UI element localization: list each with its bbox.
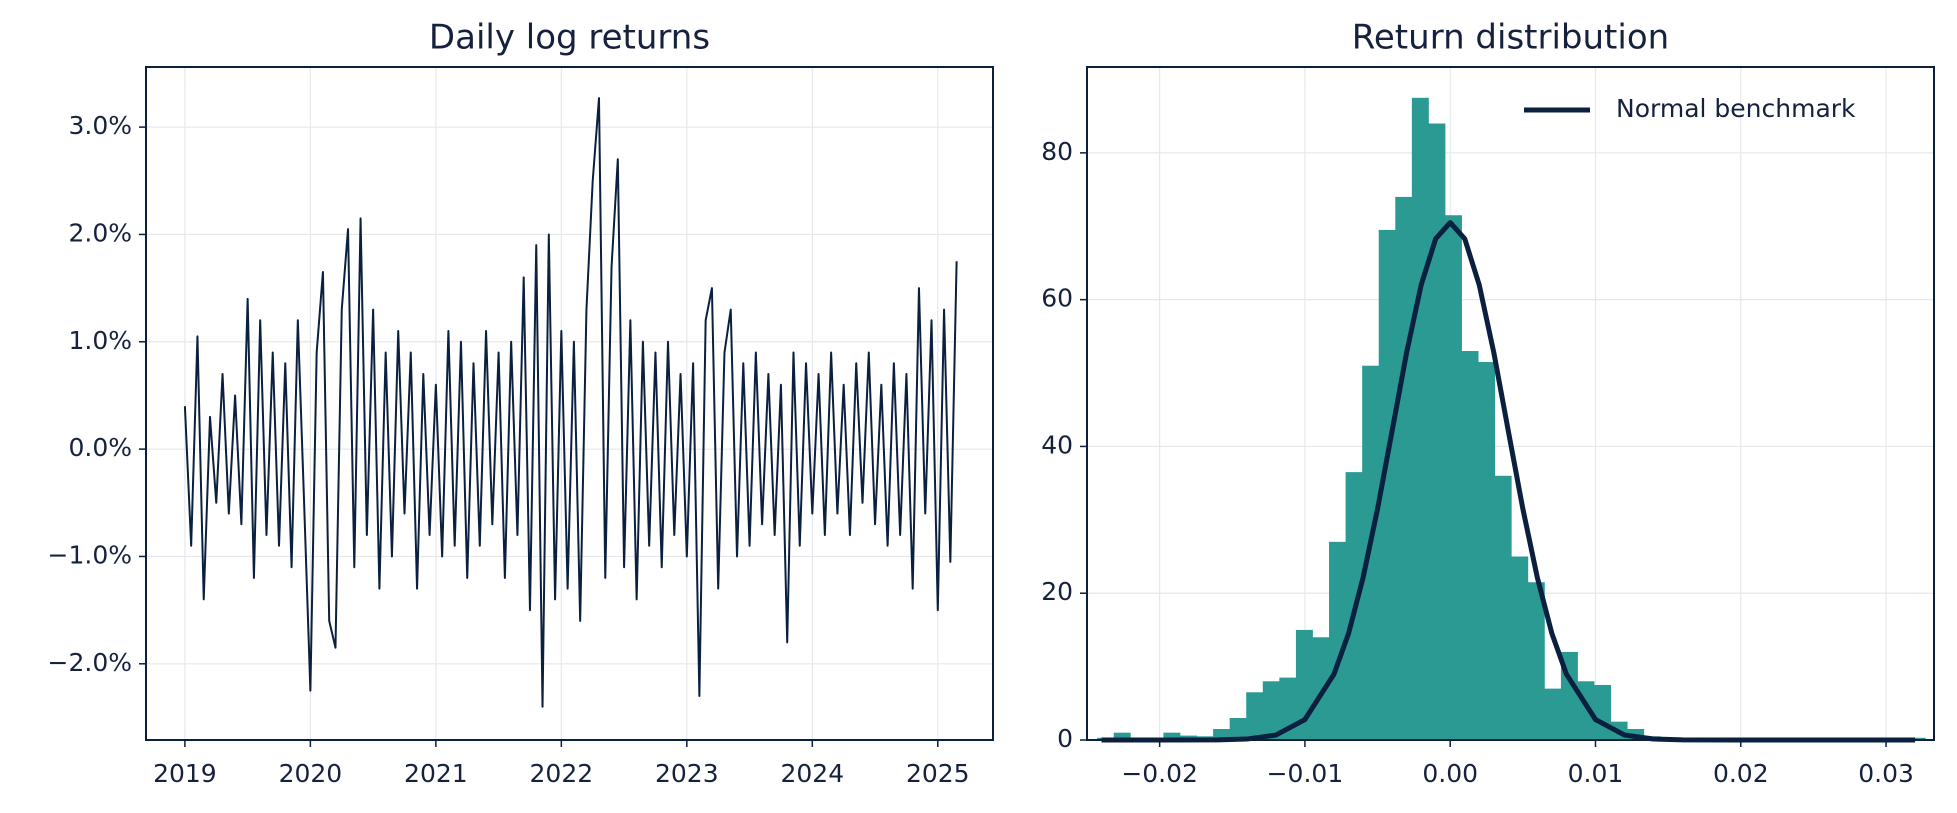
histogram-bar [1494, 475, 1512, 740]
y-tick-label: 0.0% [68, 433, 132, 462]
x-tick-label: −0.01 [1267, 759, 1344, 788]
plot-frame [1086, 66, 1935, 741]
y-tick-label: −2.0% [48, 648, 132, 677]
x-tick-label: 2020 [279, 759, 343, 788]
legend-label: Normal benchmark [1616, 94, 1856, 123]
y-tick-label: 2.0% [68, 218, 132, 247]
histogram-bar [1594, 684, 1611, 740]
histogram-bar [1262, 681, 1280, 740]
histogram-bar [1908, 737, 1926, 740]
y-tick-label: 20 [1041, 577, 1073, 606]
y-tick-label: 60 [1041, 284, 1073, 313]
histogram-bar [1213, 728, 1231, 740]
y-tick-label: 1.0% [68, 326, 132, 355]
histogram-bar [1312, 637, 1330, 740]
histogram-bar [1511, 556, 1529, 740]
histogram-bar [1113, 732, 1131, 740]
x-tick-label: 0.01 [1568, 759, 1624, 788]
histogram-bar [1246, 692, 1264, 740]
chart-title: Return distribution [1352, 18, 1669, 58]
benchmark-curve [1101, 220, 1916, 743]
x-tick-label: 2019 [153, 759, 217, 788]
x-tick-label: 0.03 [1858, 759, 1914, 788]
x-tick-label: 2021 [404, 759, 468, 788]
x-tick-label: 0.02 [1713, 759, 1769, 788]
y-tick-label: −1.0% [48, 540, 132, 569]
return-line [183, 97, 958, 708]
histogram-bar [1478, 362, 1496, 740]
x-tick-label: −0.02 [1121, 759, 1198, 788]
histogram-bar [1329, 541, 1347, 740]
chart-title: Daily log returns [429, 18, 710, 58]
histogram-bar [1444, 215, 1462, 740]
y-tick-label: 40 [1041, 430, 1073, 459]
plot-frame [145, 66, 994, 741]
y-tick-label: 80 [1041, 137, 1073, 166]
histogram-bar [1411, 97, 1429, 741]
histogram-bar [1428, 123, 1446, 740]
histogram-bar [1378, 229, 1396, 740]
x-tick-label: 2024 [780, 759, 844, 788]
histogram-bar [1544, 688, 1562, 740]
histogram-bar [1527, 582, 1545, 740]
histogram-bar [1163, 732, 1181, 740]
histogram-bar [1395, 196, 1413, 740]
histogram-bar [1229, 717, 1247, 740]
x-tick-label: 2022 [530, 759, 594, 788]
histogram-bar [1461, 351, 1479, 740]
x-tick-label: 0.00 [1422, 759, 1478, 788]
y-tick-label: 3.0% [68, 111, 132, 140]
x-tick-label: 2025 [906, 759, 970, 788]
x-tick-label: 2023 [655, 759, 719, 788]
y-tick-label: 0 [1057, 724, 1073, 753]
